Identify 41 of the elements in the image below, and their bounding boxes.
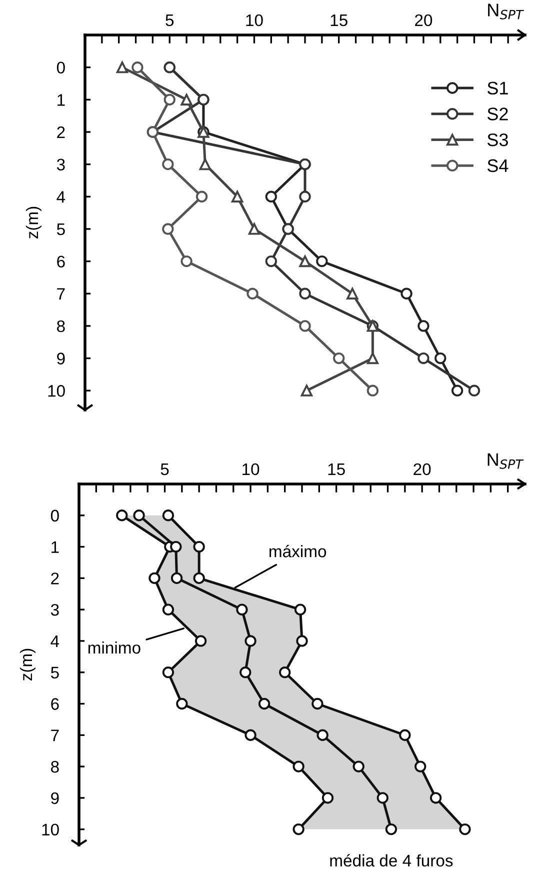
y-tick-label: 7 <box>57 288 65 300</box>
y-tick-label: 5 <box>56 224 65 236</box>
x-axis-title: N$_{SPT}$ <box>488 4 524 20</box>
y-tick-label: 3 <box>56 158 65 171</box>
legend-label: S4 <box>487 159 508 172</box>
x-tick-label: 5 <box>160 464 169 476</box>
y-tick-label: 7 <box>51 730 59 742</box>
y-tick-label: 2 <box>57 126 65 138</box>
y-tick-label: 10 <box>42 824 59 836</box>
y-tick-label: 4 <box>56 191 66 203</box>
y-tick-label: 2 <box>51 572 59 584</box>
y-tick-label: 9 <box>51 792 59 804</box>
annotation: média de 4 furos <box>330 854 453 867</box>
annotation: máximo <box>270 544 326 558</box>
x-tick-label: 10 <box>242 463 260 476</box>
x-tick-label: 15 <box>330 14 348 26</box>
y-tick-label: 3 <box>50 604 59 616</box>
y-tick-label: 4 <box>50 636 60 647</box>
y-tick-label: 0 <box>56 62 65 74</box>
legend-label: S1 <box>487 82 508 95</box>
y-tick-label: 5 <box>50 666 59 679</box>
x-tick-label: 20 <box>414 463 431 476</box>
x-tick-label: 10 <box>246 14 263 26</box>
x-tick-label: 5 <box>166 14 174 26</box>
y-tick-label: 8 <box>57 320 65 332</box>
x-tick-label: 20 <box>415 14 432 26</box>
y-tick-label: 6 <box>51 698 59 710</box>
y-tick-label: 8 <box>51 760 59 773</box>
y-tick-label: 1 <box>52 541 59 553</box>
y-axis-title: z(m) <box>20 648 36 680</box>
legend-label: S2 <box>487 108 508 120</box>
y-tick-label: 6 <box>57 256 65 268</box>
x-tick-label: 15 <box>328 464 345 476</box>
x-axis-title: N$_{SPT}$ <box>488 453 524 469</box>
y-tick-label: 9 <box>57 352 65 364</box>
y-axis-title: z(m) <box>26 206 42 238</box>
legend-label: S3 <box>487 133 508 146</box>
annotation: minimo <box>88 641 140 654</box>
y-tick-label: 10 <box>48 385 65 397</box>
y-tick-label: 1 <box>58 94 65 106</box>
y-tick-label: 0 <box>50 510 59 522</box>
